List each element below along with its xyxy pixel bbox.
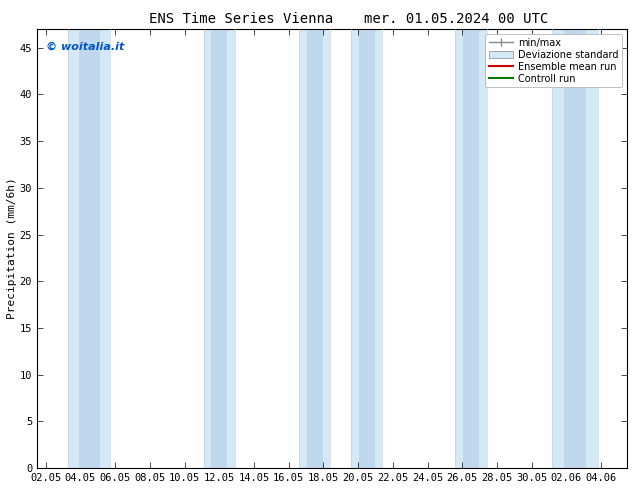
Text: © woitalia.it: © woitalia.it (46, 42, 124, 52)
Legend: min/max, Deviazione standard, Ensemble mean run, Controll run: min/max, Deviazione standard, Ensemble m… (485, 34, 622, 88)
Y-axis label: Precipitation (mm/6h): Precipitation (mm/6h) (7, 178, 17, 319)
Text: mer. 01.05.2024 00 UTC: mer. 01.05.2024 00 UTC (365, 12, 548, 26)
Text: ENS Time Series Vienna: ENS Time Series Vienna (149, 12, 333, 26)
